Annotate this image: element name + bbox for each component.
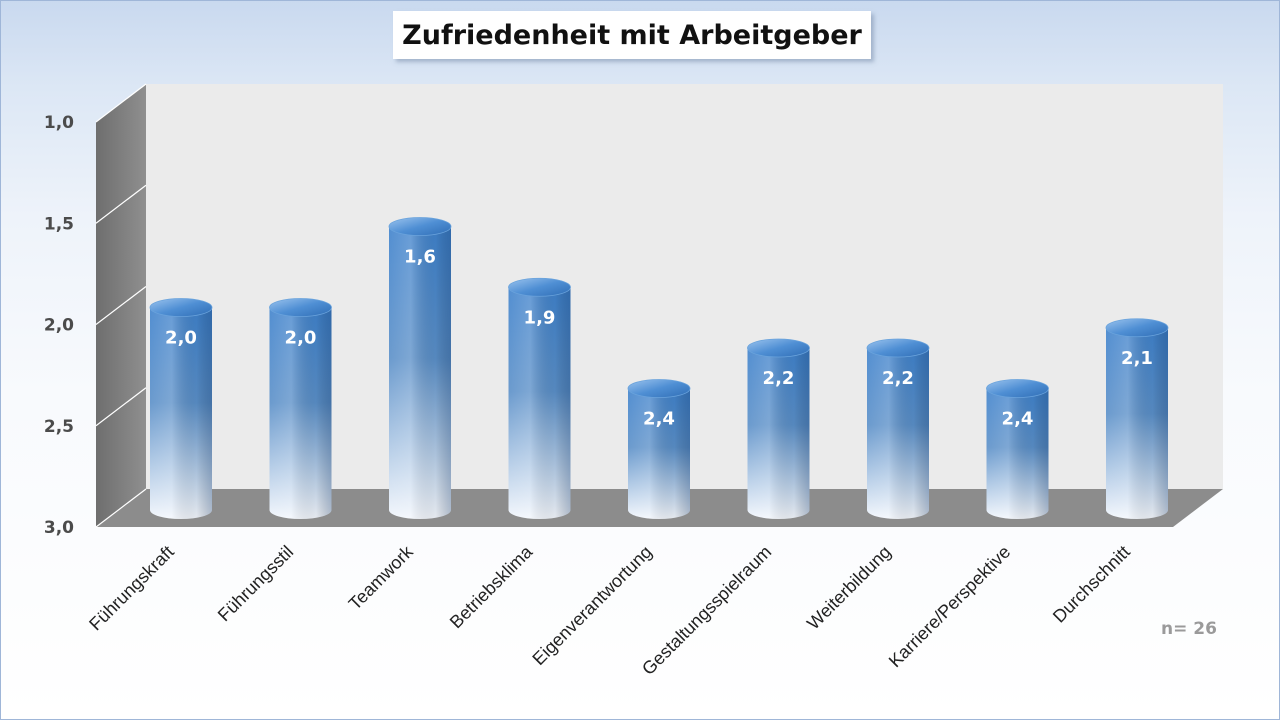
y-tick-label: 1,0 bbox=[44, 113, 74, 133]
bar-value-label: 2,2 bbox=[882, 368, 914, 389]
bar-shade bbox=[628, 388, 690, 519]
bar-1: 2,0 bbox=[149, 298, 213, 519]
x-tick-label: Durchschnitt bbox=[1049, 542, 1134, 627]
bar-8: 2,4 bbox=[986, 379, 1049, 519]
bar-shade bbox=[150, 307, 212, 519]
bar-top-cap bbox=[1105, 318, 1169, 338]
bar-6: 2,2 bbox=[747, 338, 810, 519]
bar-top-cap bbox=[866, 338, 930, 358]
x-tick-label: Teamwork bbox=[345, 541, 418, 614]
gridline bbox=[95, 83, 147, 123]
x-tick-label: Karriere/Perspektive bbox=[885, 542, 1014, 671]
gridline bbox=[95, 184, 147, 224]
gridline bbox=[95, 488, 147, 528]
bar-value-label: 2,4 bbox=[643, 409, 675, 430]
bar-shade bbox=[389, 226, 451, 519]
x-tick-label: Gestaltungsspielraum bbox=[638, 542, 775, 679]
bar-shade bbox=[1106, 327, 1168, 519]
x-tick-label: Führungskraft bbox=[85, 542, 178, 635]
x-tick-label: Eigenverantwortung bbox=[528, 542, 655, 669]
bar-7: 2,2 bbox=[866, 338, 930, 519]
x-tick-label: Betriebsklima bbox=[446, 541, 537, 632]
bar-value-label: 2,2 bbox=[763, 368, 795, 389]
bar-2: 2,0 bbox=[269, 298, 332, 519]
x-tick-label: Weiterbildung bbox=[803, 542, 895, 634]
bar-top-cap bbox=[508, 277, 571, 297]
y-tick-label: 2,5 bbox=[44, 417, 74, 437]
bar-shade bbox=[508, 287, 571, 519]
bar-top-cap bbox=[149, 298, 213, 317]
bar-value-label: 1,6 bbox=[404, 247, 436, 268]
y-tick-label: 1,5 bbox=[44, 214, 74, 234]
chart-title: Zufriedenheit mit Arbeitgeber bbox=[402, 19, 862, 51]
bar-value-label: 2,1 bbox=[1121, 348, 1153, 369]
gridline bbox=[95, 387, 147, 427]
bar-top-cap bbox=[269, 298, 332, 317]
bar-shade bbox=[867, 348, 929, 519]
bar-top-cap bbox=[747, 338, 810, 358]
gridline bbox=[95, 286, 147, 325]
bar-shade bbox=[986, 388, 1049, 519]
y-tick-label: 3,0 bbox=[44, 518, 74, 538]
bar-5: 2,4 bbox=[627, 379, 691, 519]
bar-3: 1,6 bbox=[388, 217, 452, 519]
bar-value-label: 2,4 bbox=[1002, 409, 1034, 430]
x-tick-label: Führungsstil bbox=[214, 542, 297, 625]
bar-top-cap bbox=[388, 217, 452, 236]
bar-value-label: 2,0 bbox=[285, 328, 317, 349]
sample-size-note: n= 26 bbox=[1161, 619, 1217, 639]
bar-4: 1,9 bbox=[508, 277, 571, 519]
bar-value-label: 2,0 bbox=[165, 328, 197, 349]
bar-top-cap bbox=[627, 379, 691, 398]
bar-top-cap bbox=[986, 379, 1049, 398]
y-tick-label: 2,0 bbox=[44, 316, 74, 336]
chart-title-box: Zufriedenheit mit Arbeitgeber bbox=[393, 11, 871, 59]
bar-shade bbox=[747, 348, 810, 519]
bar-value-label: 1,9 bbox=[524, 307, 556, 328]
bar-9: 2,1 bbox=[1105, 318, 1169, 519]
bar-shade bbox=[269, 307, 332, 519]
